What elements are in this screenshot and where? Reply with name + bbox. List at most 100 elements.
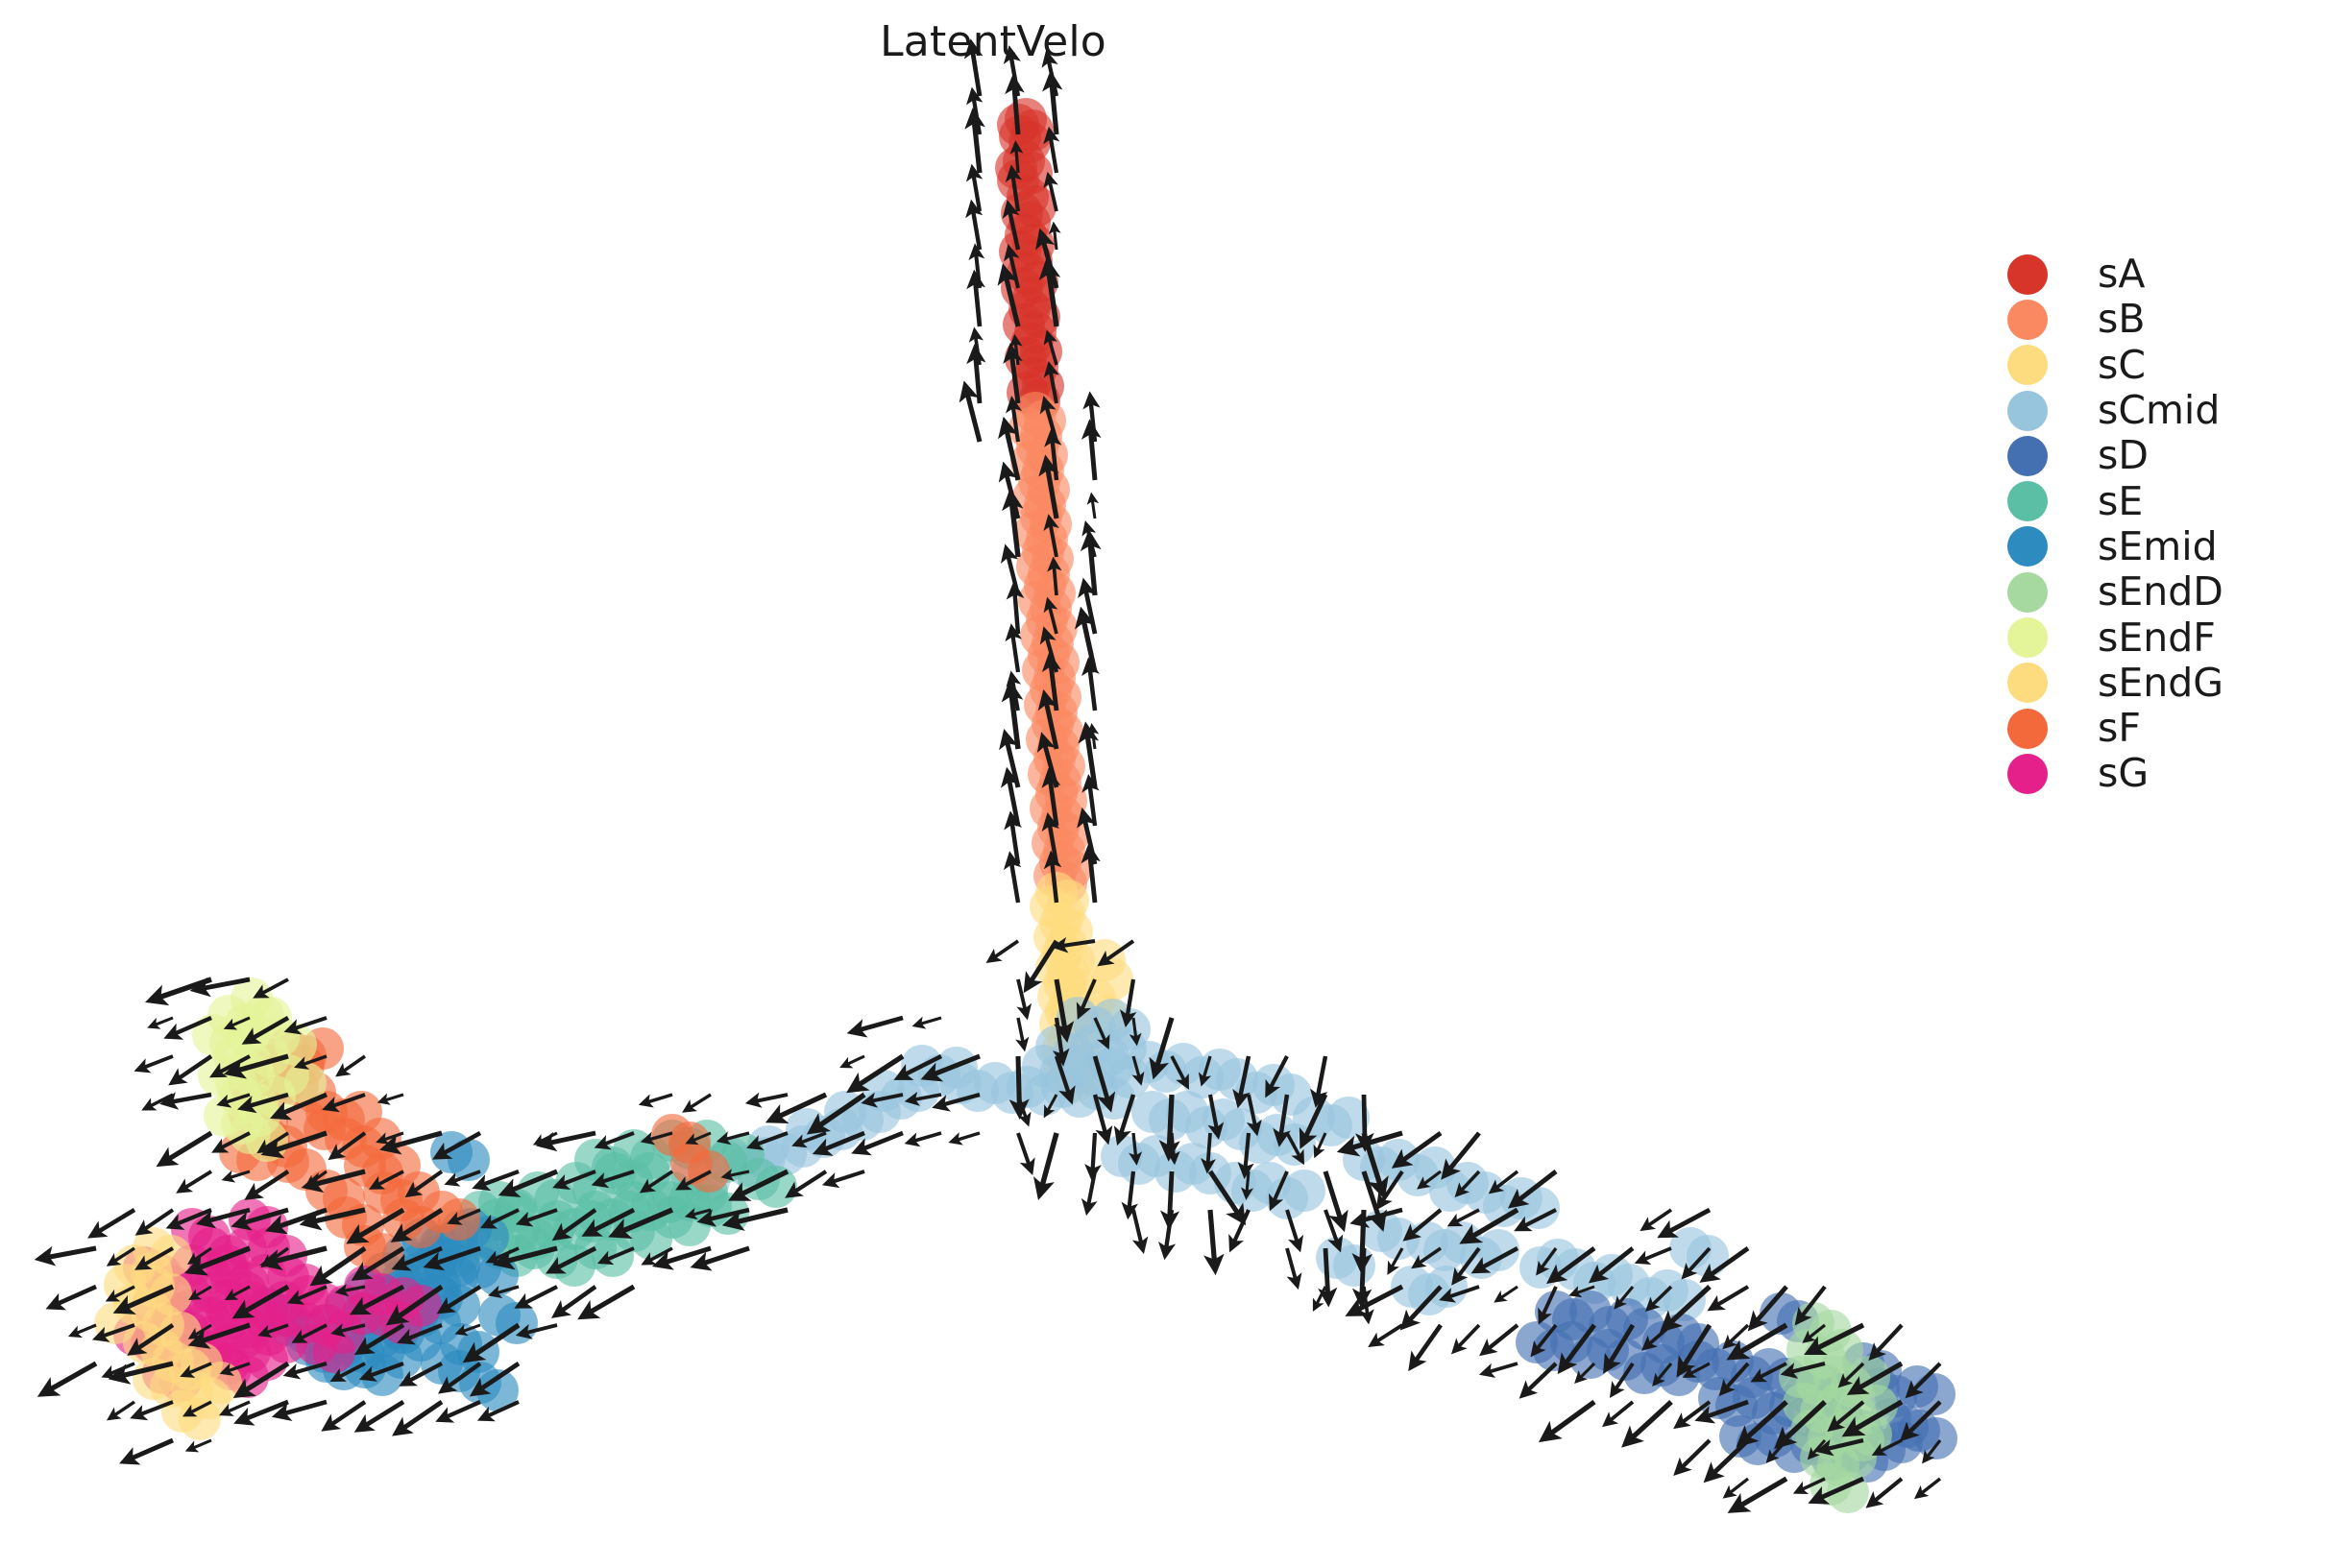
data-point: [304, 1108, 346, 1150]
legend-item-sF[interactable]: sF: [1996, 706, 2322, 751]
velocity-arrow: [1459, 1207, 1519, 1244]
velocity-arrow: [223, 1053, 289, 1079]
velocity-arrow: [1478, 1362, 1518, 1378]
data-point: [1283, 1170, 1325, 1212]
series-sEndD: [1779, 1302, 1898, 1513]
velocity-arrow: [1837, 1362, 1865, 1388]
velocity-arrow: [1008, 1055, 1030, 1120]
velocity-arrow: [1005, 623, 1023, 673]
legend-item-sE[interactable]: sE: [1996, 478, 2322, 523]
velocity-arrow: [1736, 1400, 1788, 1448]
velocity-arrow: [1682, 1362, 1711, 1378]
velocity-arrow: [720, 1169, 750, 1181]
velocity-arrow: [1603, 1323, 1636, 1374]
velocity-arrow: [1202, 1209, 1225, 1276]
velocity-arrow: [1084, 1132, 1102, 1182]
velocity-arrow: [498, 1169, 558, 1197]
velocity-arrow: [1451, 1246, 1481, 1286]
velocity-arrow: [301, 1169, 366, 1194]
velocity-arrow: [1375, 1170, 1404, 1211]
velocity-arrow: [168, 1054, 213, 1086]
data-point: [1915, 1417, 1957, 1459]
legend-swatch-icon: [2007, 299, 2048, 340]
velocity-arrow: [334, 1283, 366, 1297]
velocity-arrow: [1399, 1285, 1443, 1331]
velocity-arrow: [1324, 1209, 1344, 1253]
velocity-arrow: [1043, 329, 1058, 366]
velocity-arrow: [1051, 936, 1096, 953]
velocity-arrow: [1351, 1247, 1372, 1309]
velocity-arrow: [893, 1053, 943, 1080]
velocity-arrow: [1765, 1438, 1788, 1463]
velocity-arrow: [176, 1170, 213, 1194]
velocity-arrow: [221, 1170, 251, 1183]
velocity-arrow: [1003, 343, 1023, 404]
velocity-arrow: [1228, 1209, 1251, 1253]
velocity-arrow: [1609, 1362, 1635, 1398]
velocity-arrow: [1530, 1323, 1558, 1358]
velocity-arrow: [1285, 1247, 1302, 1291]
velocity-arrow: [1081, 1170, 1098, 1217]
velocity-arrow: [1718, 1362, 1750, 1396]
legend-item-sEndF[interactable]: sEndF: [1996, 615, 2322, 660]
velocity-arrow: [716, 1131, 750, 1146]
velocity-arrow: [690, 1245, 750, 1271]
velocity-arrow: [791, 1131, 827, 1148]
velocity-arrow: [106, 1246, 135, 1266]
legend-item-sC[interactable]: sC: [1996, 343, 2322, 388]
velocity-arrow: [67, 1323, 97, 1339]
velocity-arrow: [211, 1131, 251, 1153]
velocity-arrow: [1417, 1170, 1442, 1190]
legend-item-sEndD[interactable]: sEndD: [1996, 569, 2322, 615]
velocity-arrow: [785, 1170, 828, 1198]
velocity-arrow: [1507, 1170, 1558, 1209]
legend-item-sCmid[interactable]: sCmid: [1996, 388, 2322, 433]
velocity-arrow: [286, 1285, 328, 1305]
velocity-arrow: [1198, 1055, 1212, 1087]
velocity-arrow: [349, 1284, 405, 1315]
velocity-arrow: [1131, 1209, 1149, 1255]
velocity-arrow: [651, 1245, 712, 1270]
velocity-arrow: [368, 1170, 404, 1190]
velocity-arrow: [1727, 1476, 1788, 1513]
legend-item-sD[interactable]: sD: [1996, 433, 2322, 478]
velocity-arrow: [436, 1285, 482, 1315]
legend-item-sA[interactable]: sA: [1996, 252, 2322, 297]
velocity-arrow: [1657, 1207, 1712, 1239]
velocity-arrow: [1113, 1094, 1136, 1146]
velocity-arrow: [224, 1285, 251, 1300]
velocity-arrow: [1052, 1017, 1070, 1067]
velocity-arrow: [1470, 1246, 1519, 1274]
legend-item-sEndG[interactable]: sEndG: [1996, 661, 2322, 706]
velocity-arrow: [1827, 1400, 1865, 1433]
velocity-arrow: [283, 1016, 328, 1035]
velocity-arrow: [1640, 1208, 1673, 1232]
velocity-arrow: [551, 1208, 597, 1242]
velocity-arrow: [106, 1400, 135, 1421]
velocity-arrow: [1273, 1094, 1291, 1147]
velocity-arrow: [1092, 1055, 1116, 1113]
velocity-arrow: [188, 1285, 212, 1301]
legend-item-sG[interactable]: sG: [1996, 751, 2322, 796]
velocity-arrow: [1043, 1094, 1058, 1119]
velocity-arrow: [1086, 492, 1100, 519]
velocity-arrow: [257, 1323, 289, 1339]
legend-label: sE: [2098, 477, 2144, 524]
velocity-arrow: [462, 1322, 521, 1363]
legend-item-sB[interactable]: sB: [1996, 297, 2322, 342]
velocity-arrow: [1922, 1439, 1942, 1464]
velocity-arrow: [1285, 1132, 1304, 1166]
legend-swatch-icon: [2007, 253, 2048, 295]
velocity-arrow: [438, 1362, 482, 1394]
velocity-arrow: [156, 1130, 213, 1168]
velocity-arrow: [488, 1285, 520, 1299]
velocity-arrow: [821, 1170, 865, 1189]
velocity-arrow: [1312, 1286, 1327, 1313]
velocity-arrow: [163, 1015, 212, 1040]
velocity-arrow: [299, 1207, 366, 1231]
velocity-arrow: [1038, 454, 1059, 519]
legend-item-sEmid[interactable]: sEmid: [1996, 524, 2322, 569]
velocity-arrow: [423, 1245, 481, 1271]
velocity-arrow: [1201, 1132, 1216, 1174]
